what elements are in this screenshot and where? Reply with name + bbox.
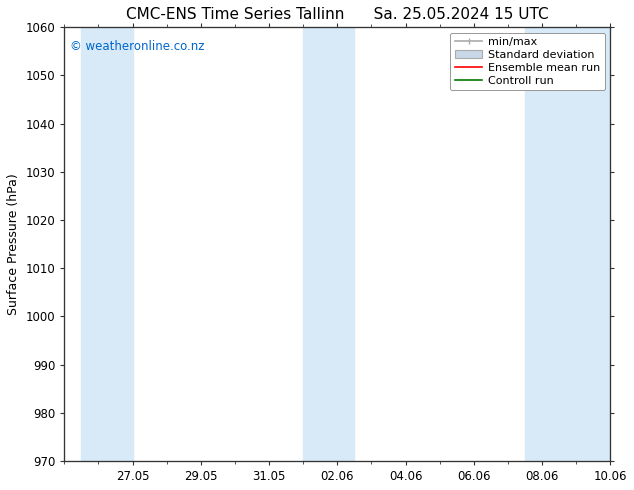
Text: © weatheronline.co.nz: © weatheronline.co.nz (70, 40, 204, 53)
Legend: min/max, Standard deviation, Ensemble mean run, Controll run: min/max, Standard deviation, Ensemble me… (450, 33, 605, 90)
Bar (303, 27, 354, 461)
Y-axis label: Surface Pressure (hPa): Surface Pressure (hPa) (7, 173, 20, 315)
Bar (81, 27, 133, 461)
Bar (525, 27, 611, 461)
Title: CMC-ENS Time Series Tallinn      Sa. 25.05.2024 15 UTC: CMC-ENS Time Series Tallinn Sa. 25.05.20… (126, 7, 548, 22)
